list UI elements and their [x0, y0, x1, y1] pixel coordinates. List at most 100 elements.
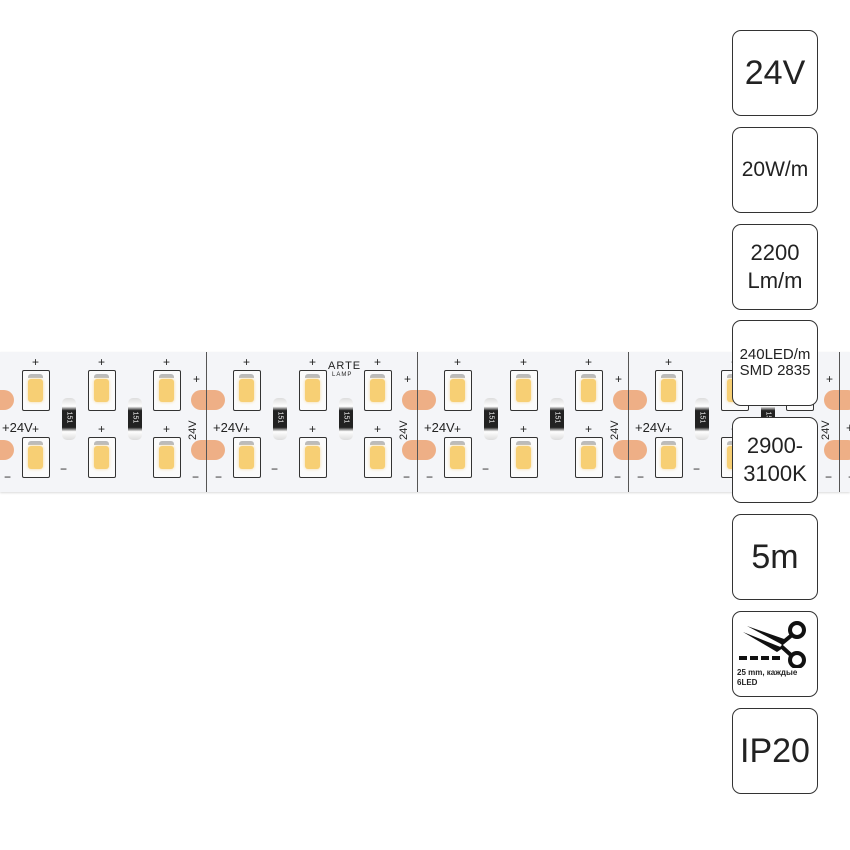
minus-sign: − [271, 462, 279, 476]
plus-sign: + [309, 422, 317, 436]
brand-logo: ARTE [328, 360, 362, 372]
resistor: 151 [484, 398, 498, 440]
spec-cct-line1: 2900- [746, 433, 804, 458]
minus-sign: − [693, 462, 701, 476]
plus-sign: + [98, 355, 106, 369]
led-strip-image: + + + + + +151 151 +24V − − − +24V + + + + + +151 151 +24V −… [0, 352, 850, 492]
plus-sign: + [665, 355, 673, 369]
smd-led [153, 370, 181, 411]
minus-sign: − [482, 462, 490, 476]
solder-pad [824, 440, 850, 460]
plus-sign: + [826, 372, 834, 386]
smd-led [233, 370, 261, 411]
vertical-24v-label: 24V [609, 420, 621, 440]
plus-sign: + [32, 355, 40, 369]
smd-led [444, 370, 472, 411]
solder-pad [613, 390, 647, 410]
solder-pad [402, 390, 436, 410]
spec-density-line2: SMD 2835 [739, 362, 811, 379]
minus-sign: − [192, 470, 200, 484]
spec-color-temperature: 2900- 3100K [732, 417, 818, 503]
smd-led [510, 437, 538, 478]
plus-sign: + [98, 422, 106, 436]
smd-led [655, 437, 683, 478]
solder-pad [0, 440, 14, 460]
smd-led [299, 437, 327, 478]
voltage-label: +24V [213, 420, 244, 435]
spec-length-text: 5m [751, 537, 799, 576]
smd-led [444, 437, 472, 478]
resistor: 151 [339, 398, 353, 440]
segment-divider [839, 352, 840, 492]
plus-sign: + [665, 422, 673, 436]
minus-sign: − [848, 470, 850, 484]
plus-sign: + [374, 422, 382, 436]
plus-sign: + [309, 355, 317, 369]
resistor: 151 [550, 398, 564, 440]
solder-pad [824, 390, 850, 410]
spec-flux-line2: Lm/m [747, 268, 803, 293]
solder-pad [402, 440, 436, 460]
plus-sign: + [374, 355, 382, 369]
spec-ip-text: IP20 [740, 731, 810, 770]
segment-divider [628, 352, 629, 492]
spec-voltage-text: 24V [744, 53, 806, 92]
smd-led [575, 370, 603, 411]
vertical-24v-label: 24V [187, 420, 199, 440]
spec-density-line1: 240LED/m [739, 346, 811, 363]
smd-led [575, 437, 603, 478]
minus-sign: − [637, 470, 645, 484]
plus-sign: + [243, 422, 251, 436]
plus-sign: + [163, 355, 171, 369]
scissors-cut-icon [739, 621, 806, 668]
minus-sign: − [60, 462, 68, 476]
plus-sign: + [520, 422, 528, 436]
solder-pad [0, 390, 14, 410]
plus-sign: + [520, 355, 528, 369]
spec-power: 20W/m [732, 127, 818, 213]
spec-power-text: 20W/m [741, 158, 809, 181]
spec-cct-line2: 3100K [743, 461, 807, 486]
cut-caption-line1: 25 mm, каждые [737, 668, 798, 677]
spec-luminous-flux: 2200 Lm/m [732, 224, 818, 310]
minus-sign: − [4, 470, 12, 484]
brand-logo-sub: LAMP [332, 372, 353, 378]
smd-led [364, 370, 392, 411]
plus-sign: + [454, 355, 462, 369]
smd-led [153, 437, 181, 478]
smd-led [88, 437, 116, 478]
spec-voltage: 24V [732, 30, 818, 116]
plus-sign: + [243, 355, 251, 369]
solder-pad [191, 440, 225, 460]
spec-led-density: 240LED/m SMD 2835 [732, 320, 818, 406]
plus-sign: + [585, 422, 593, 436]
voltage-label: +24V [846, 420, 850, 435]
plus-sign: + [615, 372, 623, 386]
smd-led [88, 370, 116, 411]
smd-led [510, 370, 538, 411]
resistor: 151 [62, 398, 76, 440]
spec-ip-rating: IP20 [732, 708, 818, 794]
plus-sign: + [585, 355, 593, 369]
resistor: 151 [695, 398, 709, 440]
minus-sign: − [215, 470, 223, 484]
plus-sign: + [404, 372, 412, 386]
smd-led [233, 437, 261, 478]
plus-sign: + [454, 422, 462, 436]
minus-sign: − [825, 470, 833, 484]
plus-sign: + [32, 422, 40, 436]
smd-led [655, 370, 683, 411]
segment-divider [417, 352, 418, 492]
smd-led [299, 370, 327, 411]
spec-length: 5m [732, 514, 818, 600]
smd-led [364, 437, 392, 478]
solder-pad [191, 390, 225, 410]
voltage-label: +24V [635, 420, 666, 435]
voltage-label: +24V [2, 420, 33, 435]
minus-sign: − [426, 470, 434, 484]
plus-sign: + [163, 422, 171, 436]
cut-caption-line2: 6LED [737, 678, 758, 687]
segment-divider [206, 352, 207, 492]
resistor: 151 [128, 398, 142, 440]
vertical-24v-label: 24V [820, 420, 832, 440]
